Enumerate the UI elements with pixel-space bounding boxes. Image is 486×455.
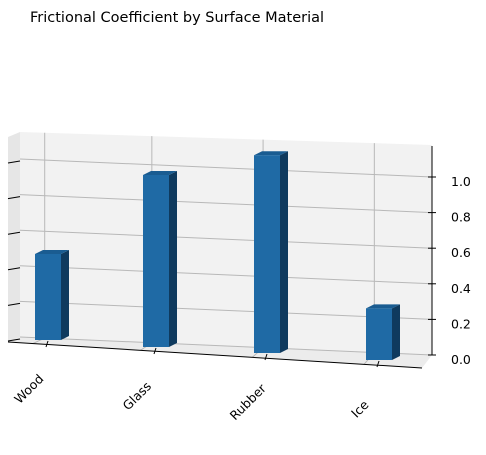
category-label: Glass (120, 379, 155, 414)
bar-front (366, 308, 392, 360)
bar-side (392, 304, 400, 360)
bar-side (61, 250, 69, 340)
bar-front (35, 254, 61, 340)
z-tick-label: 0.2 (451, 316, 471, 331)
category-label: Ice (348, 397, 372, 421)
z-tick-label: 1.0 (451, 174, 471, 189)
bar-front (143, 175, 169, 347)
bar (143, 171, 177, 347)
category-label: Wood (11, 371, 46, 406)
bar (366, 304, 400, 360)
z-tick-label: 0.6 (451, 245, 471, 260)
z-tick-label: 0.8 (451, 210, 471, 225)
bar (254, 151, 288, 353)
category-label: Rubber (227, 380, 270, 423)
bar (35, 250, 69, 340)
chart-title: Frictional Coefficient by Surface Materi… (30, 10, 324, 26)
z-tick-label: 0.4 (451, 281, 471, 296)
bar-side (169, 171, 177, 347)
side-pane (8, 132, 20, 342)
z-tick-label: 0.0 (451, 352, 471, 367)
bar-front (254, 155, 280, 353)
bar-side (280, 151, 288, 353)
